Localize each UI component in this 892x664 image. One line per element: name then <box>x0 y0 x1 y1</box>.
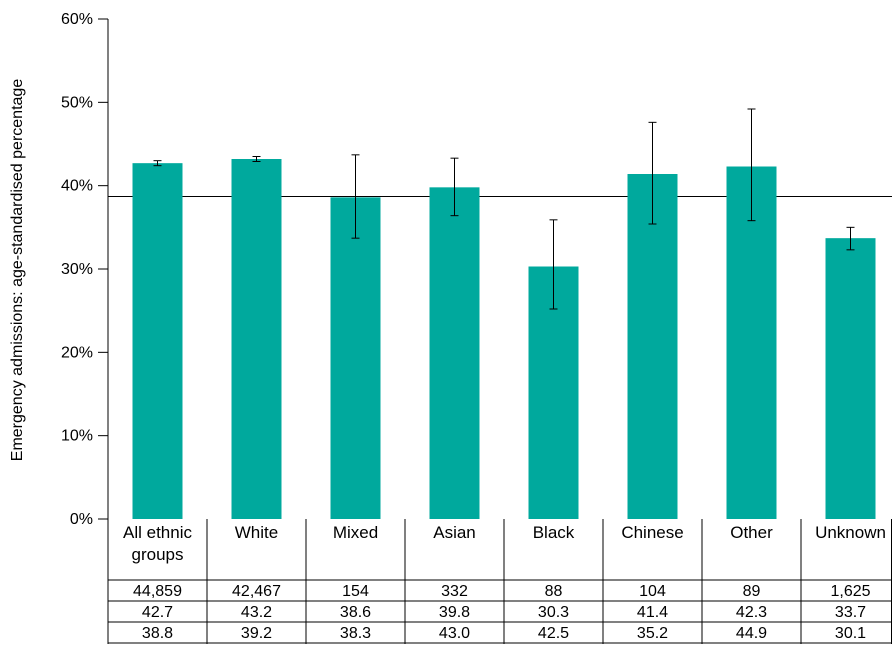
y-tick-label: 40% <box>61 178 93 195</box>
y-tick-label: 60% <box>61 11 93 28</box>
category-label-line: Black <box>533 523 575 542</box>
table-cell: 1,625 <box>830 583 870 600</box>
table-cell: 44,859 <box>133 583 182 600</box>
category-label: Black <box>533 523 575 542</box>
category-label: Chinese <box>621 523 683 542</box>
category-label: White <box>235 523 278 542</box>
y-tick-label: 30% <box>61 261 93 278</box>
table-cell: 30.3 <box>538 604 569 621</box>
table-cell: 43.0 <box>439 625 470 642</box>
table-cell: 41.4 <box>637 604 668 621</box>
table-cell: 38.6 <box>340 604 371 621</box>
category-label: Unknown <box>815 523 886 542</box>
y-tick-label: 0% <box>70 511 93 528</box>
table-cell: 89 <box>743 583 761 600</box>
table-cell: 42.3 <box>736 604 767 621</box>
table-cell: 154 <box>342 583 369 600</box>
table-cell: 38.3 <box>340 625 371 642</box>
bar <box>330 197 381 520</box>
y-tick-label: 10% <box>61 428 93 445</box>
table-cell: 39.2 <box>241 625 272 642</box>
category-label: All ethnic groups <box>123 523 192 564</box>
table-cell: 43.2 <box>241 604 272 621</box>
bar <box>825 238 876 519</box>
table-cell: 39.8 <box>439 604 470 621</box>
y-axis-label: Emergency admissions: age-standardised p… <box>9 79 26 462</box>
bar <box>627 174 678 519</box>
table-cell: 42.7 <box>142 604 173 621</box>
category-label-line: Asian <box>433 523 476 542</box>
y-tick-label: 50% <box>61 94 93 111</box>
table-cell: 332 <box>441 583 468 600</box>
category-label: Other <box>730 523 773 542</box>
category-label: Mixed <box>333 523 378 542</box>
table-cell: 42.5 <box>538 625 569 642</box>
table-cell: 104 <box>639 583 666 600</box>
bar <box>726 166 777 519</box>
category-label: Asian <box>433 523 476 542</box>
category-label-line: Unknown <box>815 523 886 542</box>
table-cell: 44.9 <box>736 625 767 642</box>
category-label-line: Other <box>730 523 773 542</box>
table-cell: 38.8 <box>142 625 173 642</box>
bar <box>231 159 282 519</box>
bar <box>429 187 480 520</box>
category-label-line: Mixed <box>333 523 378 542</box>
category-label-line: groups <box>132 545 184 564</box>
category-label-line: All ethnic <box>123 523 192 542</box>
bar <box>132 163 183 519</box>
category-label-line: White <box>235 523 278 542</box>
table-cell: 35.2 <box>637 625 668 642</box>
y-tick-label: 20% <box>61 344 93 361</box>
table-cell: 42,467 <box>232 583 281 600</box>
table-cell: 30.1 <box>835 625 866 642</box>
category-label-line: Chinese <box>621 523 683 542</box>
table-cell: 33.7 <box>835 604 866 621</box>
table-cell: 88 <box>545 583 563 600</box>
